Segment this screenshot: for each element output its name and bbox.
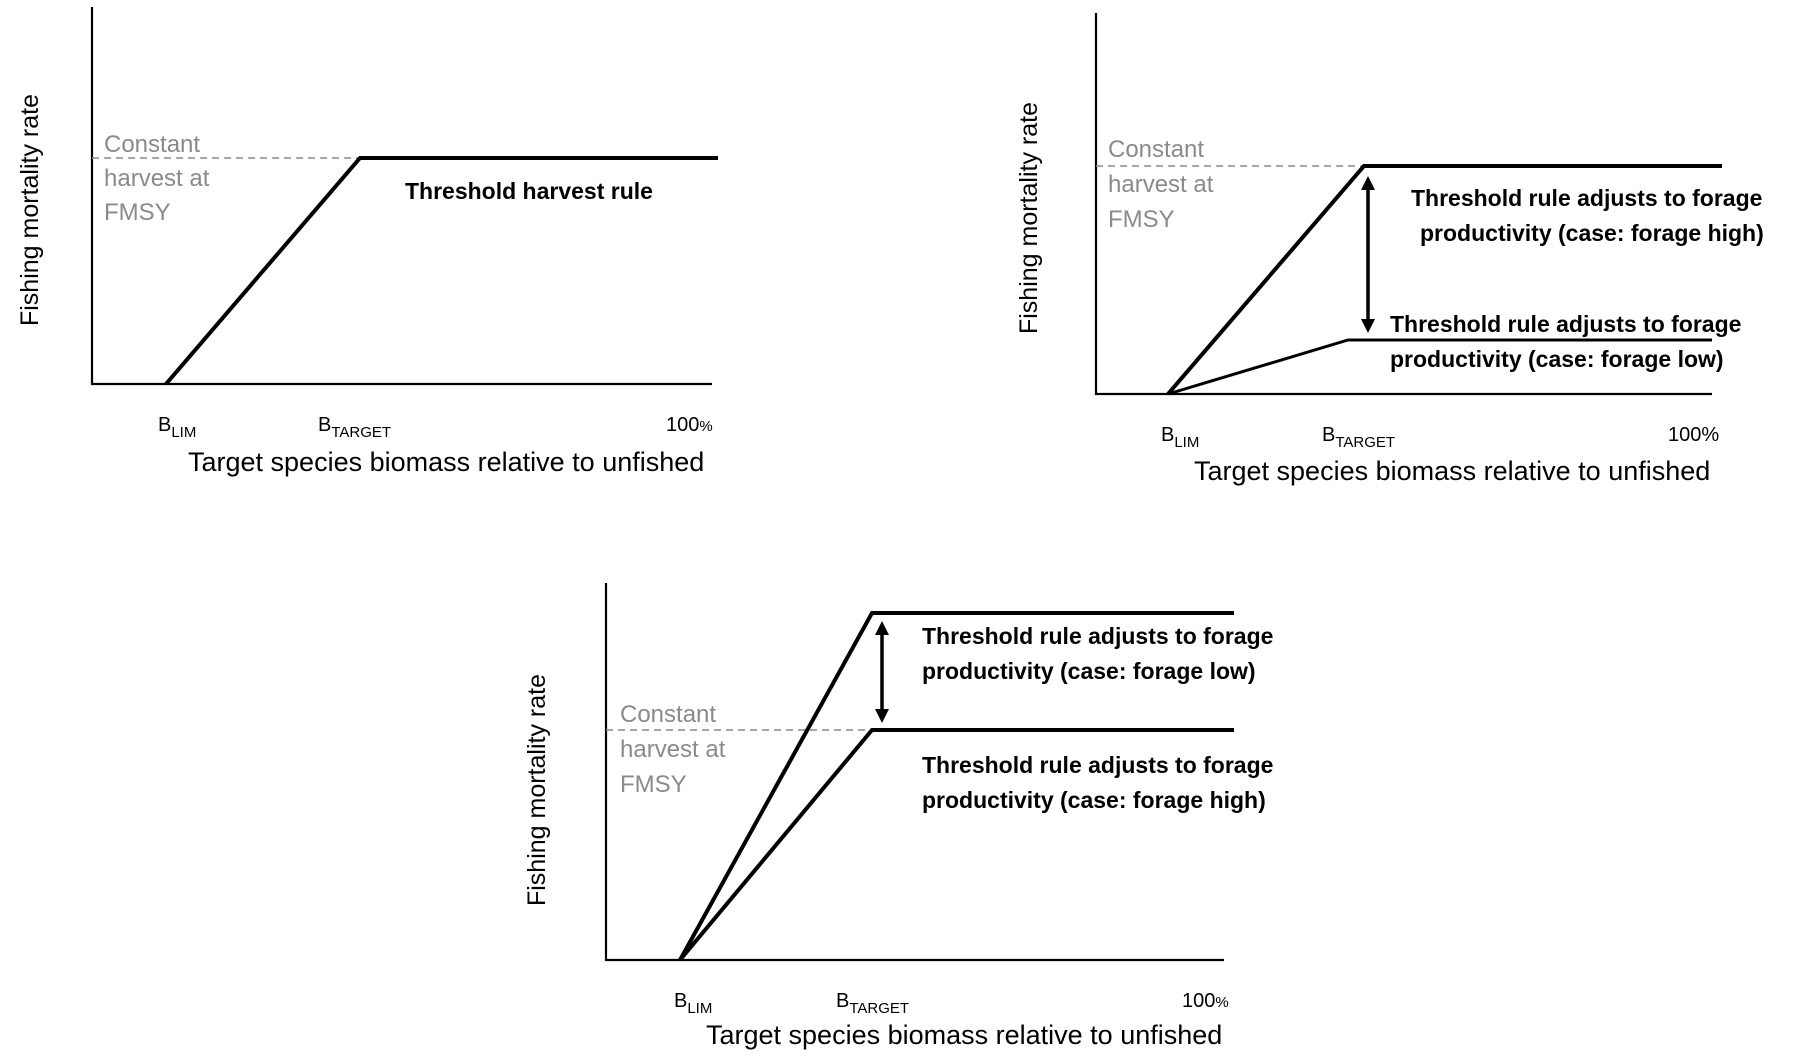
forage-high-label: Threshold rule adjusts to forage product… — [922, 752, 1280, 813]
tick-blim: BLIM — [1161, 424, 1199, 451]
constant-harvest-label: Constant harvest at FMSY — [620, 701, 732, 798]
x-axis-label: Target species biomass relative to unfis… — [706, 1020, 1222, 1050]
constant-harvest-label: Constant harvest at FMSY — [104, 131, 216, 226]
tick-btarget: BTARGET — [318, 414, 391, 441]
tick-btarget: BTARGET — [836, 990, 909, 1017]
forage-low-label: Threshold rule adjusts to forage product… — [1390, 311, 1748, 372]
panel-1: Fishing mortality rate Constant harvest … — [16, 7, 718, 477]
forage-high-rule-line — [1166, 164, 1722, 396]
x-axis-label: Target species biomass relative to unfis… — [188, 447, 704, 477]
axes — [90, 7, 712, 386]
tick-blim: BLIM — [674, 990, 712, 1017]
forage-low-rule-line — [678, 611, 1234, 961]
y-axis-label: Fishing mortality rate — [523, 674, 551, 906]
forage-low-rule-line — [1167, 338, 1712, 396]
tick-blim: BLIM — [158, 414, 196, 441]
tick-btarget: BTARGET — [1322, 424, 1395, 451]
y-axis-label: Fishing mortality rate — [1015, 102, 1043, 334]
y-axis-label: Fishing mortality rate — [16, 94, 44, 326]
forage-low-label: Threshold rule adjusts to forage product… — [922, 623, 1280, 684]
panel-3: Fishing mortality rate Constant harvest … — [523, 583, 1280, 1050]
tick-100: 100% — [1668, 424, 1719, 446]
forage-high-rule-line — [678, 728, 1234, 962]
forage-high-label: Threshold rule adjusts to forage product… — [1411, 185, 1769, 246]
threshold-harvest-rule-line — [164, 156, 718, 386]
x-axis-label: Target species biomass relative to unfis… — [1194, 456, 1710, 486]
axes — [1094, 13, 1712, 396]
tick-100: 100% — [1182, 990, 1229, 1012]
axes — [604, 583, 1224, 962]
panel-2: Fishing mortality rate Constant harvest … — [1015, 13, 1769, 486]
constant-harvest-label: Constant harvest at FMSY — [1108, 136, 1220, 233]
tick-100: 100% — [666, 414, 713, 436]
threshold-harvest-rule-label: Threshold harvest rule — [405, 178, 653, 204]
